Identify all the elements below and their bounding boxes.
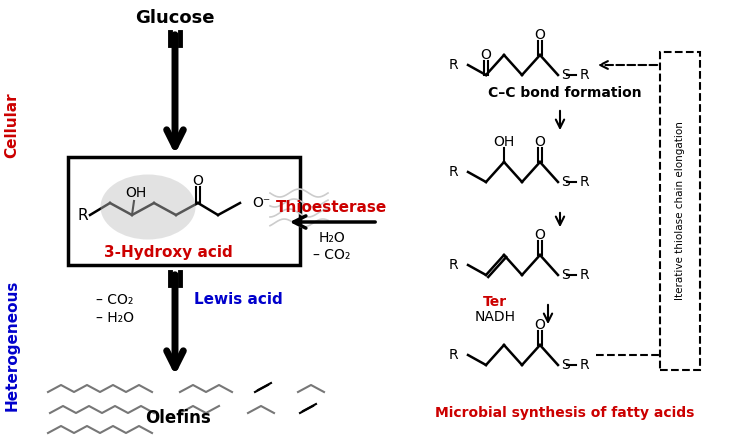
Text: R: R — [448, 348, 458, 362]
Text: Cellular: Cellular — [4, 92, 20, 158]
Text: O: O — [535, 135, 545, 149]
Text: R: R — [580, 358, 590, 372]
Text: S: S — [561, 175, 570, 189]
Ellipse shape — [100, 174, 196, 240]
Text: H₂O: H₂O — [319, 231, 345, 245]
Bar — [660, 52, 700, 370]
Text: O: O — [193, 174, 203, 188]
Text: Glucose: Glucose — [135, 9, 214, 27]
Text: R: R — [580, 68, 590, 82]
Text: Iterative thiolase chain elongation: Iterative thiolase chain elongation — [675, 122, 685, 300]
Text: R: R — [78, 207, 88, 223]
Text: OH: OH — [125, 186, 147, 200]
Text: OH: OH — [494, 135, 514, 149]
Text: Olefins: Olefins — [146, 409, 211, 427]
Text: S: S — [561, 358, 570, 372]
Text: S: S — [561, 68, 570, 82]
Text: Lewis acid: Lewis acid — [194, 292, 282, 308]
Text: S: S — [561, 268, 570, 282]
Text: R: R — [580, 175, 590, 189]
Text: O: O — [481, 48, 491, 62]
Text: C–C bond formation: C–C bond formation — [488, 86, 642, 100]
Text: R: R — [448, 58, 458, 72]
Bar — [68, 157, 300, 265]
Text: O: O — [535, 318, 545, 332]
Text: – CO₂: – CO₂ — [314, 248, 351, 262]
Text: Ter: Ter — [483, 295, 507, 309]
Text: O: O — [535, 28, 545, 42]
Text: R: R — [448, 258, 458, 272]
Text: Thioesterase: Thioesterase — [276, 199, 388, 215]
Text: R: R — [448, 165, 458, 179]
Text: – CO₂: – CO₂ — [96, 293, 134, 307]
Text: NADH: NADH — [475, 310, 515, 324]
Text: Microbial synthesis of fatty acids: Microbial synthesis of fatty acids — [435, 406, 694, 420]
Text: 3-Hydroxy acid: 3-Hydroxy acid — [104, 245, 232, 260]
Text: Heterogeneous: Heterogeneous — [4, 279, 20, 411]
Text: O: O — [535, 228, 545, 242]
Text: O⁻: O⁻ — [252, 196, 270, 210]
Text: R: R — [580, 268, 590, 282]
Text: – H₂O: – H₂O — [96, 311, 134, 325]
